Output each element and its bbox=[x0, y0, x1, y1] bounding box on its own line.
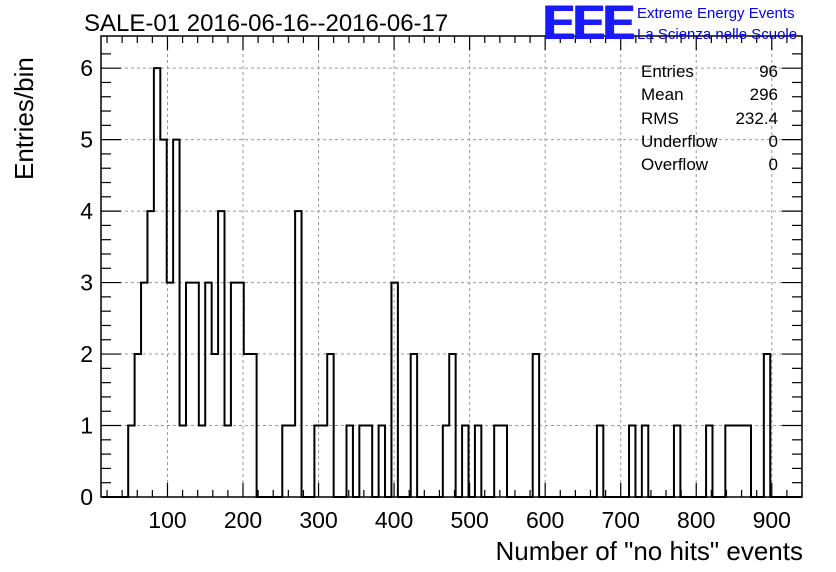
histogram-bin bbox=[289, 426, 295, 497]
organization-name: Extreme Energy Events La Scienza nelle S… bbox=[637, 3, 797, 45]
histogram-bin bbox=[199, 426, 205, 497]
stat-value: 0 bbox=[768, 155, 778, 175]
stats-box: Entries 96 Mean 296 RMS 232.4 Underflow … bbox=[641, 60, 778, 176]
x-tick-label: 900 bbox=[753, 507, 791, 533]
x-tick-label: 800 bbox=[677, 507, 715, 533]
y-tick-label: 0 bbox=[80, 484, 93, 510]
stat-entries: Entries 96 bbox=[641, 60, 778, 83]
x-tick-label: 200 bbox=[224, 507, 262, 533]
y-tick-label: 3 bbox=[80, 270, 93, 296]
y-tick-label: 5 bbox=[80, 127, 93, 153]
org-line-2: La Scienza nelle Scuole bbox=[637, 26, 798, 43]
histogram-bin bbox=[738, 426, 744, 497]
stat-underflow: Underflow 0 bbox=[641, 130, 778, 153]
y-axis-label: Entries/bin bbox=[9, 57, 39, 180]
stat-mean: Mean 296 bbox=[641, 83, 778, 106]
histogram-bin bbox=[180, 426, 186, 497]
eee-logo: EEE bbox=[543, 0, 635, 50]
axes bbox=[100, 35, 803, 498]
x-tick-label: 600 bbox=[526, 507, 564, 533]
histogram-bin bbox=[321, 426, 327, 497]
y-tick-label: 6 bbox=[80, 55, 93, 81]
stat-value: 0 bbox=[768, 131, 778, 151]
x-tick-label: 400 bbox=[375, 507, 413, 533]
y-tick-label: 1 bbox=[80, 413, 93, 439]
stat-label: RMS bbox=[641, 108, 679, 128]
stat-label: Overflow bbox=[641, 155, 709, 175]
stat-label: Entries bbox=[641, 62, 694, 81]
histogram-bin bbox=[225, 426, 231, 497]
stat-value: 296 bbox=[749, 85, 778, 105]
stat-label: Underflow bbox=[641, 131, 718, 151]
stat-label: Mean bbox=[641, 85, 684, 105]
y-tick-label: 2 bbox=[80, 341, 93, 367]
stat-value: 232.4 bbox=[735, 108, 778, 128]
x-tick-label: 300 bbox=[299, 507, 337, 533]
org-line-1: Extreme Energy Events bbox=[637, 5, 795, 22]
x-tick-label: 700 bbox=[602, 507, 640, 533]
histogram-bin bbox=[732, 426, 738, 497]
tick-labels: 100 200 300 400 500 600 700 800 900 0 1 2 3 4 5 6 bbox=[80, 55, 791, 533]
stat-rms: RMS 232.4 bbox=[641, 107, 778, 130]
stat-value: 96 bbox=[759, 62, 778, 81]
stat-overflow: Overflow 0 bbox=[641, 153, 778, 176]
x-axis-label: Number of "no hits" events bbox=[495, 536, 804, 566]
plot-frame bbox=[100, 35, 803, 498]
chart-title: SALE-01 2016-06-16--2016-06-17 bbox=[84, 10, 449, 37]
grid bbox=[101, 36, 802, 497]
y-tick-label: 4 bbox=[80, 198, 93, 224]
x-tick-label: 100 bbox=[148, 507, 186, 533]
x-tick-label: 500 bbox=[450, 507, 488, 533]
